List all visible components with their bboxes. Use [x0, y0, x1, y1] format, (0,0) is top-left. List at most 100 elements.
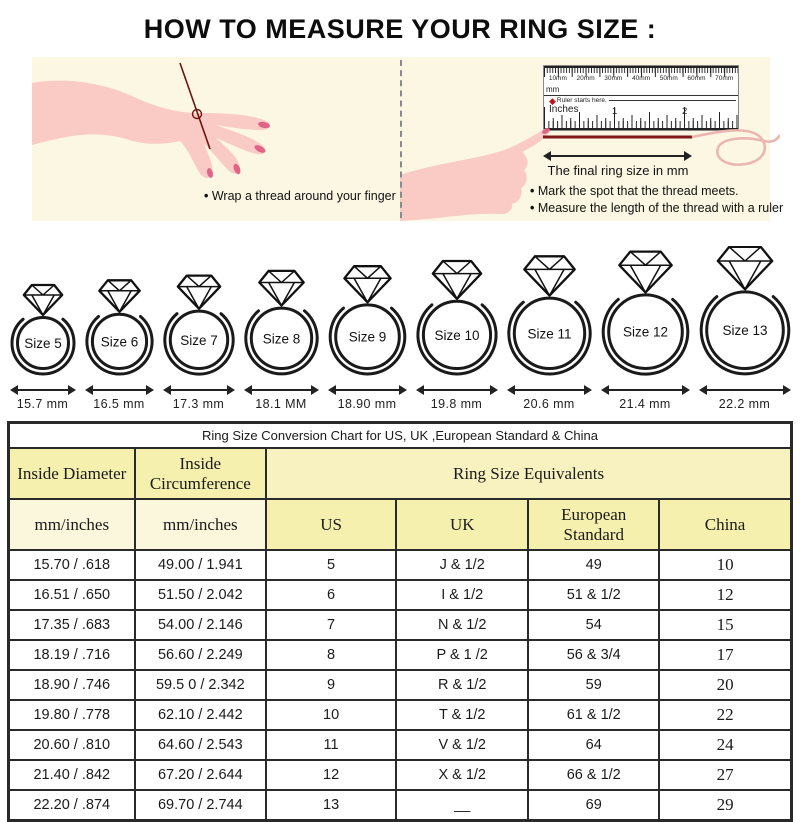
- ring-size-infographic: HOW TO MEASURE YOUR RING SIZE : Wrap a t…: [0, 14, 800, 822]
- header-units-diameter: mm/inches: [7, 498, 136, 551]
- table-cell: I & 1/2: [395, 579, 530, 611]
- header-china: China: [658, 498, 793, 551]
- table-cell: 54.00 / 2.146: [133, 609, 268, 641]
- ring-outer-band: [415, 303, 498, 376]
- right-panel-bullets: Mark the spot that the thread meets.Meas…: [530, 183, 783, 217]
- ring-inner-band: [168, 309, 229, 371]
- ring-diameter-label: 15.7 mm: [16, 397, 69, 411]
- diameter-arrow: [84, 385, 154, 395]
- ring-size-item: Size 10 19.8 mm: [413, 246, 501, 411]
- table-row: 16.51 / .650 51.50 / 2.042 6 I & 1/2 51 & 1/…: [7, 579, 793, 611]
- ring-size-item: Size 6 16.5 mm: [82, 246, 157, 411]
- ruler-mm-label: 50mm: [659, 75, 678, 82]
- table-cell: 20.60 / .810: [7, 729, 136, 761]
- ring-diameter-label: 18.90 mm: [337, 397, 397, 411]
- table-cell: 11: [265, 729, 398, 761]
- table-cell: 9: [265, 669, 398, 701]
- page-title: HOW TO MEASURE YOUR RING SIZE :: [143, 14, 657, 44]
- diamond-facets: [258, 270, 304, 306]
- diamond-facets: [23, 284, 62, 316]
- nail: [254, 145, 266, 153]
- ruler-start-note: ◆ Ruler starts here.: [549, 96, 736, 105]
- table-cell: 67.20 / 2.644: [133, 759, 268, 791]
- ruler-mm-label: 10mm: [548, 75, 567, 82]
- nail: [542, 128, 550, 134]
- header-european-standard: European Standard: [527, 498, 661, 551]
- diamond-facets: [717, 246, 772, 290]
- arrow-shaft: [86, 389, 152, 391]
- diamond-facets: [343, 265, 391, 303]
- arrow-shaft: [417, 389, 496, 391]
- ring-size-label: Size 7: [180, 333, 218, 348]
- ring-inner-band: [606, 293, 684, 370]
- ring-size-label: Size 11: [527, 326, 571, 341]
- table-cell: T & 1/2: [395, 699, 530, 731]
- ring-outer-band: [506, 300, 592, 376]
- ruler-mm-label: 20mm: [576, 75, 595, 82]
- ring-size-gallery: Size 5 15.7 mm Size 6 16.5 mm Size 7 17.3 mm S…: [0, 243, 800, 411]
- table-row: 20.60 / .810 64.60 / 2.543 11 V & 1/2 64 24: [7, 729, 793, 761]
- table-cell: 7: [265, 609, 398, 641]
- diamond-icon: [617, 250, 673, 294]
- table-cell: 56 & 3/4: [527, 639, 661, 671]
- table-cell: 61 & 1/2: [527, 699, 661, 731]
- arrow-shaft: [11, 389, 74, 391]
- diamond-facets: [432, 260, 481, 300]
- left-panel-bullets: Wrap a thread around your finger: [204, 188, 396, 205]
- header-inside-circumference: Inside Circumference: [133, 447, 268, 500]
- table-cell: 69.70 / 2.744: [133, 789, 268, 822]
- table-cell: 15.70 / .618: [7, 549, 136, 581]
- ruler-mm-ticks: [544, 66, 738, 78]
- ruler-mm-unit: mm: [546, 85, 560, 94]
- header-ring-size-equivalents: Ring Size Equivalents: [265, 447, 793, 500]
- diamond-icon: [176, 274, 221, 310]
- diamond-icon: [22, 283, 63, 317]
- ring-outer-band: [328, 306, 406, 376]
- table-row: 18.90 / .746 59.5 0 / 2.342 9 R & 1/2 59 20: [7, 669, 793, 701]
- ring-size-item: Size 13 22.2 mm: [696, 246, 794, 411]
- ring-illustration: Size 9: [328, 265, 406, 376]
- header-uk: UK: [395, 498, 530, 551]
- table-cell: 56.60 / 2.249: [133, 639, 268, 671]
- diameter-arrow: [9, 385, 76, 395]
- diamond-icon: [342, 265, 392, 304]
- table-cell: 16.51 / .650: [7, 579, 136, 611]
- table-cell: 59.5 0 / 2.342: [133, 669, 268, 701]
- ring-inner-band: [249, 306, 313, 371]
- ring-outer-band: [84, 315, 154, 376]
- hand-shape: [32, 80, 270, 178]
- table-cell: 49.00 / 1.941: [133, 549, 268, 581]
- ruler-mm-labels: 10mm 20mm 30mm 40mm 50mm 60mm 70mm: [544, 75, 738, 82]
- ring-outer-band: [10, 317, 75, 376]
- ring-illustration: Size 11: [506, 255, 592, 376]
- instruction-bullet: Measure the length of the thread with a …: [530, 200, 783, 217]
- table-cell: 13: [265, 789, 398, 822]
- table-cell: 22: [658, 699, 793, 731]
- table-cell: 12: [658, 579, 793, 611]
- ring-size-label: Size 12: [622, 325, 667, 340]
- ring-size-label: Size 9: [348, 330, 386, 345]
- table-cell: 51 & 1/2: [527, 579, 661, 611]
- ring-illustration: Size 5: [10, 283, 75, 376]
- table-cell: 19.80 / .778: [7, 699, 136, 731]
- diameter-arrow: [506, 385, 592, 395]
- ruler-mm-label: 40mm: [631, 75, 651, 82]
- table-row: 17.35 / .683 54.00 / 2.146 7 N & 1/2 54 15: [7, 609, 793, 641]
- table-cell: V & 1/2: [395, 729, 530, 761]
- header-inside-diameter: Inside Diameter: [7, 447, 136, 500]
- header-units-circumference: mm/inches: [133, 498, 268, 551]
- nail: [258, 121, 270, 129]
- ring-diameter-label: 22.2 mm: [718, 397, 771, 411]
- diameter-arrow: [415, 385, 498, 395]
- ring-illustration: Size 12: [601, 250, 689, 376]
- ruler-divider-line: [544, 95, 738, 96]
- arrow-shaft: [700, 389, 789, 391]
- table-title: Ring Size Conversion Chart for US, UK ,E…: [7, 421, 793, 449]
- table-cell: 21.40 / .842: [7, 759, 136, 791]
- table-cell: J & 1/2: [395, 549, 530, 581]
- diamond-icon: [257, 269, 305, 307]
- instruction-bullet: Mark the spot that the thread meets.: [530, 183, 783, 200]
- ring-inner-band: [704, 290, 785, 370]
- diameter-arrow: [698, 385, 791, 395]
- arrow-shaft: [164, 389, 233, 391]
